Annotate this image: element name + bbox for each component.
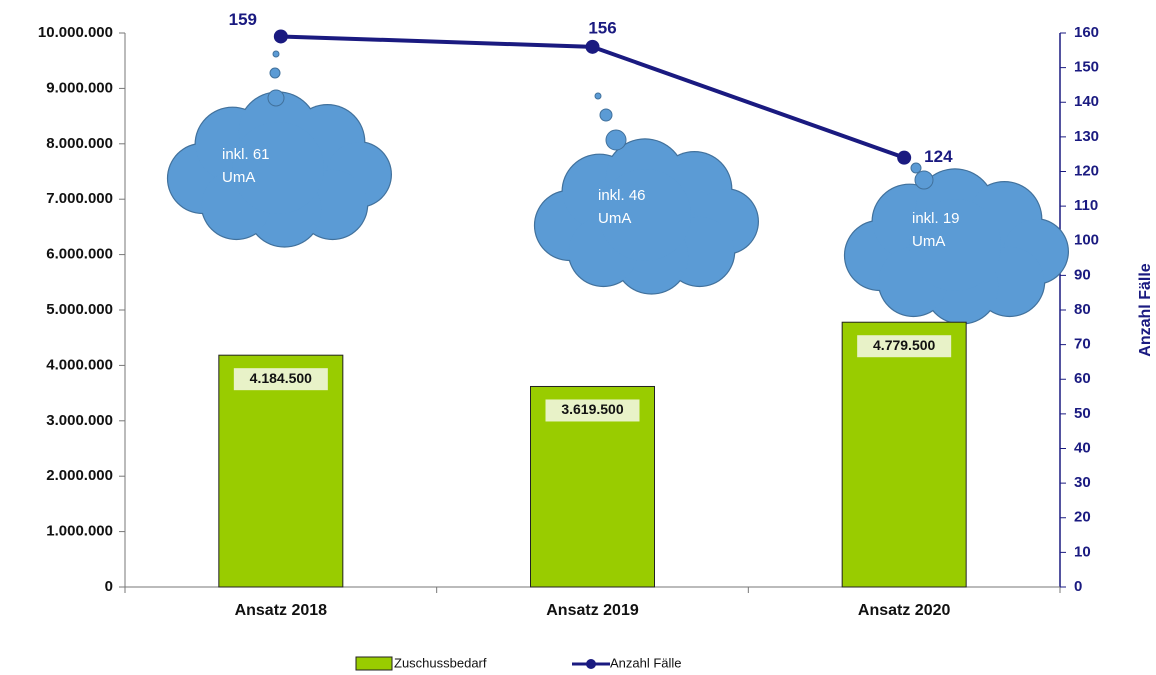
cloud-bubble — [273, 51, 279, 57]
bar-value-label: 3.619.500 — [561, 401, 623, 417]
legend-swatch-dot — [586, 659, 596, 669]
annotation-text: UmA — [222, 169, 255, 186]
cloud-bubble — [606, 130, 626, 150]
annotation-text: inkl. 61 — [222, 146, 270, 163]
y2-tick-label: 120 — [1074, 162, 1099, 179]
cloud-bubble — [595, 93, 601, 99]
y-tick-label: 3.000.000 — [46, 412, 113, 429]
y-tick-label: 5.000.000 — [46, 301, 113, 318]
y-tick-label: 7.000.000 — [46, 190, 113, 207]
y-tick-label: 0 — [105, 578, 113, 595]
annotation-text: UmA — [912, 233, 945, 250]
x-tick-label: Ansatz 2020 — [858, 602, 951, 619]
line-point — [897, 151, 911, 165]
y2-tick-label: 40 — [1074, 439, 1091, 456]
line-point — [586, 40, 600, 54]
y2-tick-label: 160 — [1074, 24, 1099, 41]
bar-value-label: 4.779.500 — [873, 337, 935, 353]
y2-tick-label: 30 — [1074, 474, 1091, 491]
y-tick-label: 10.000.000 — [38, 24, 113, 41]
y2-tick-label: 90 — [1074, 266, 1091, 283]
x-tick-label: Ansatz 2019 — [546, 602, 639, 619]
line-value-label: 124 — [924, 147, 953, 166]
y2-tick-label: 20 — [1074, 509, 1091, 526]
annotation-cloud: inkl. 46 UmA — [534, 93, 759, 295]
y2-axis-title: Anzahl Fälle — [1137, 263, 1154, 356]
y2-tick-label: 110 — [1074, 197, 1098, 214]
cloud-bubble — [270, 68, 280, 78]
y2-tick-label: 10 — [1074, 543, 1091, 560]
annotation-cloud: inkl. 19 UmA — [844, 163, 1069, 325]
annotation-text: inkl. 19 — [912, 210, 960, 227]
line-value-label: 156 — [588, 18, 616, 37]
y-tick-label: 4.000.000 — [46, 356, 113, 373]
y2-tick-label: 60 — [1074, 370, 1091, 387]
chart: Anzahl Fälle 0 1.000.000 2.000.000 3.000.00… — [0, 0, 1156, 675]
y2-tick-label: 0 — [1074, 578, 1082, 595]
line-point — [274, 29, 288, 43]
y2-tick-label: 100 — [1074, 232, 1099, 249]
legend-label: Zuschussbedarf — [394, 655, 487, 670]
y2-tick-label: 140 — [1074, 93, 1099, 110]
annotation-text: UmA — [598, 210, 631, 227]
y2-tick-label: 150 — [1074, 59, 1099, 76]
y-tick-label: 2.000.000 — [46, 467, 113, 484]
cloud-bubble — [600, 109, 612, 121]
y-tick-label: 1.000.000 — [46, 523, 113, 540]
annotation-text: inkl. 46 — [598, 187, 646, 204]
y-tick-label: 9.000.000 — [46, 79, 113, 96]
bar-value-label: 4.184.500 — [250, 370, 312, 386]
y2-tick-label: 80 — [1074, 301, 1091, 318]
line-value-label: 159 — [229, 10, 257, 29]
y2-tick-label: 50 — [1074, 405, 1091, 422]
cloud-bubble — [915, 171, 933, 189]
line — [281, 36, 904, 157]
x-tick-label: Ansatz 2018 — [235, 602, 328, 619]
bar — [842, 322, 966, 587]
legend-label: Anzahl Fälle — [610, 655, 682, 670]
y-tick-label: 8.000.000 — [46, 135, 113, 152]
legend-swatch — [356, 657, 392, 670]
y-tick-label: 6.000.000 — [46, 246, 113, 263]
y2-tick-label: 70 — [1074, 336, 1091, 353]
annotation-cloud: inkl. 61 UmA — [167, 51, 392, 248]
cloud-bubble — [911, 163, 921, 173]
cloud-bubble — [268, 90, 284, 106]
y2-tick-label: 130 — [1074, 128, 1099, 145]
